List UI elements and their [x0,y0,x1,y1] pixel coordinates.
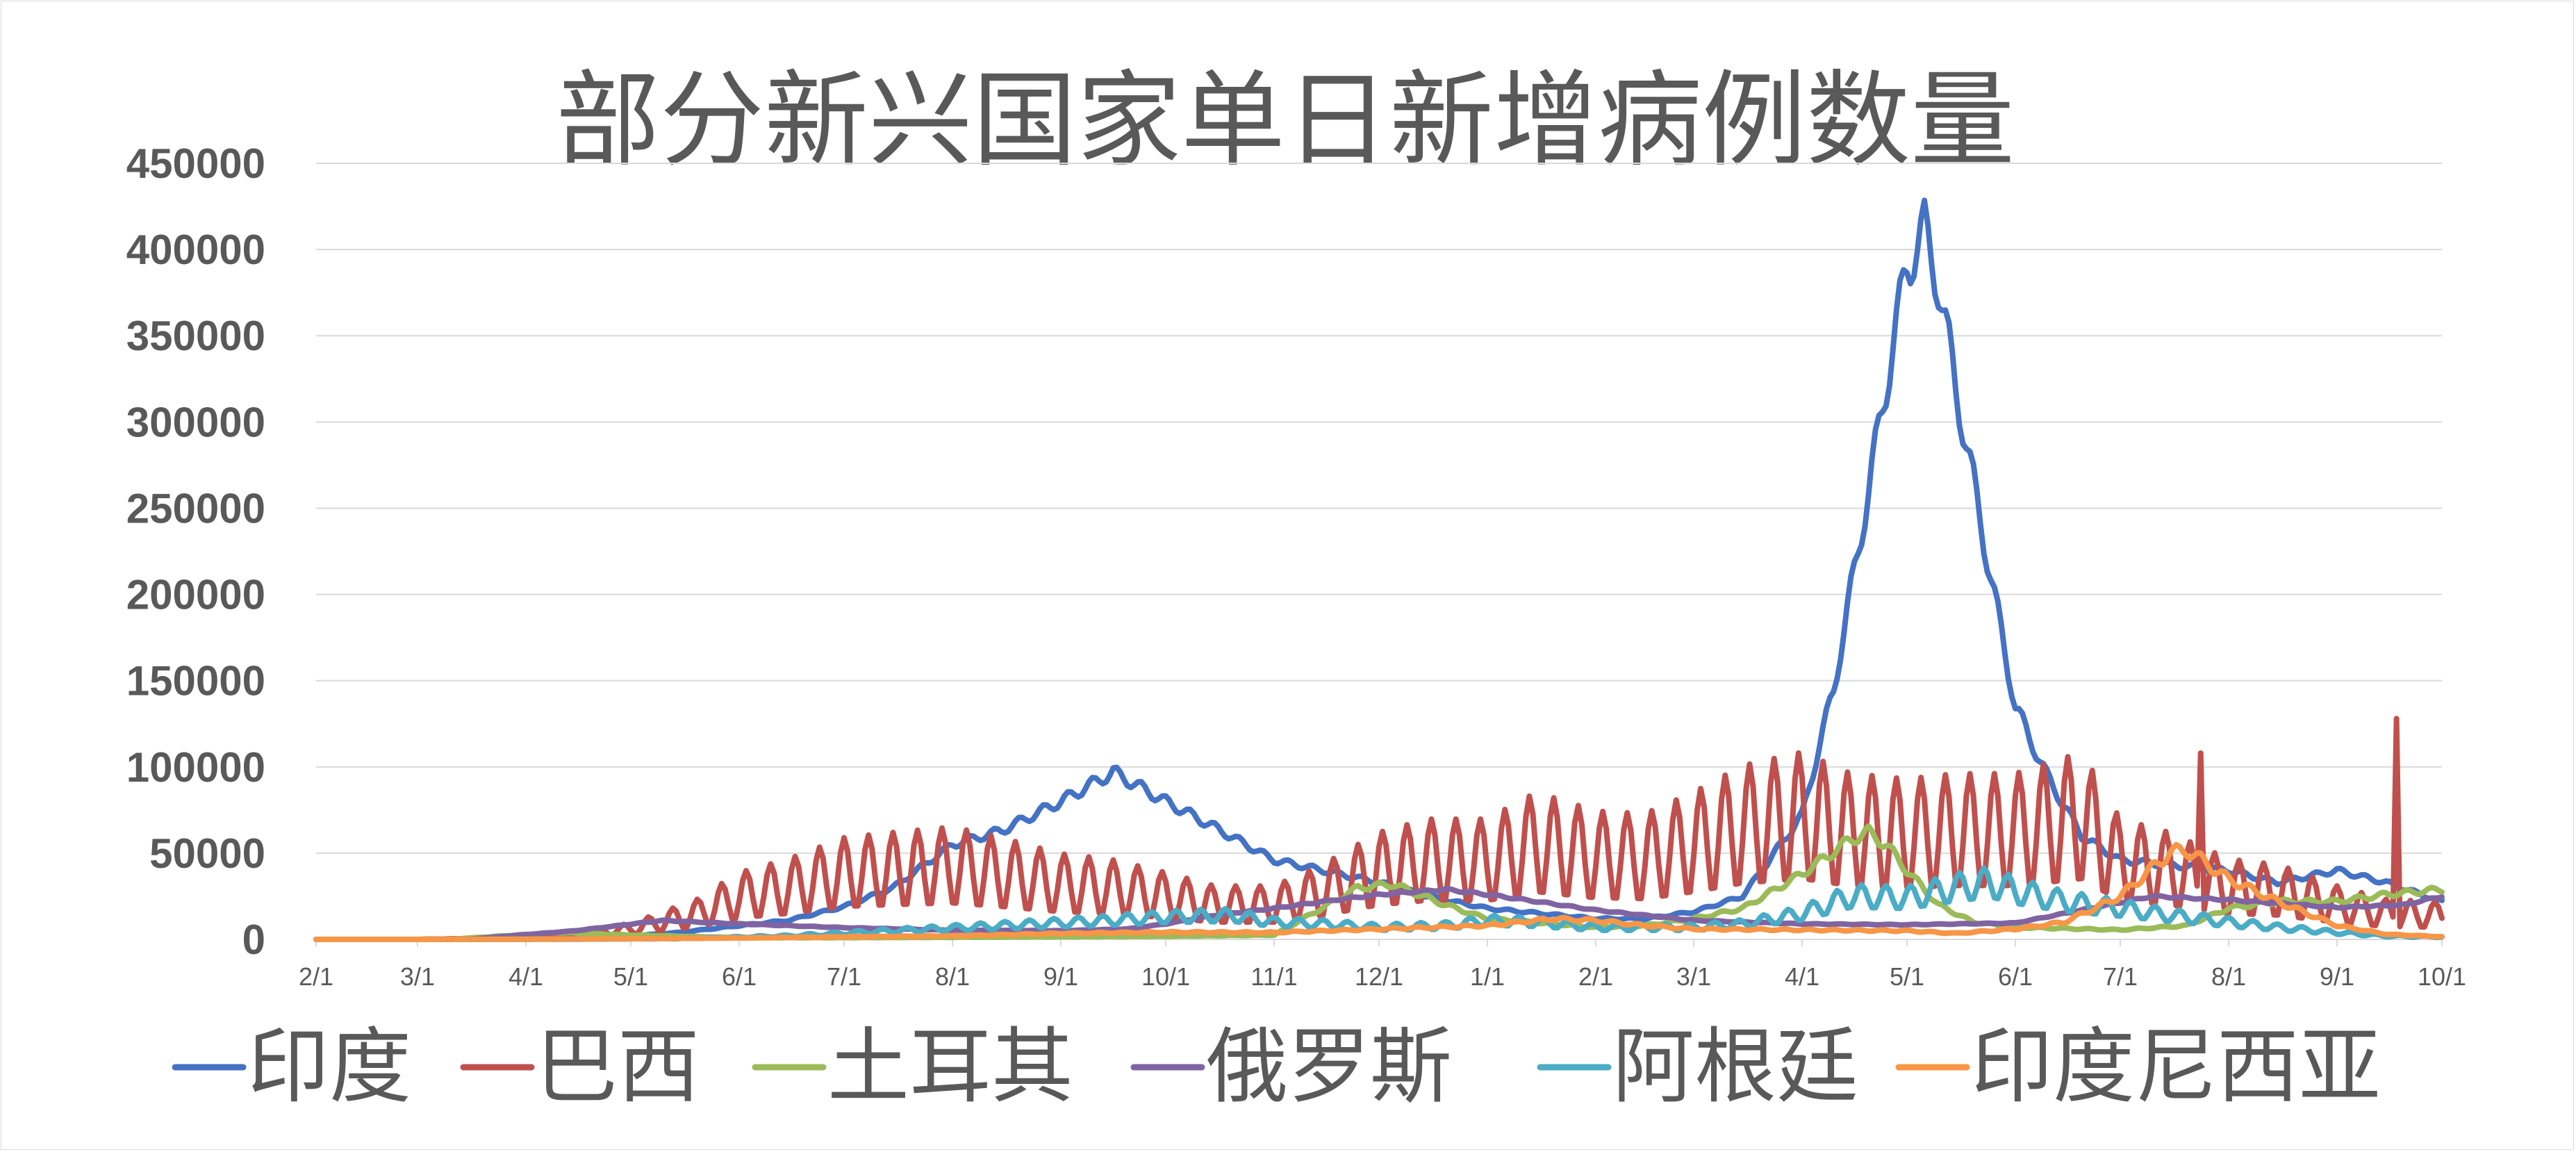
x-tick-label: 5/1 [613,962,648,991]
y-tick-label: 200000 [126,572,265,618]
x-tick-label: 7/1 [2103,962,2138,991]
y-axis-ticks: 0 50000 100000 150000 200000 250000 300000 3500… [126,140,265,963]
gridlines [316,163,2442,940]
x-tick-label: 12/1 [1355,962,1403,991]
x-tick-label: 1/1 [1470,962,1505,991]
x-tick-label: 4/1 [1785,962,1819,991]
legend-label: 土耳其 [827,1019,1073,1114]
series-line-2 [313,716,2445,942]
y-tick-label: 350000 [126,313,265,359]
series-lines [313,197,2445,942]
y-tick-label: 0 [242,916,265,963]
chart-title: 部分新兴国家单日新增病例数量 [556,60,2015,181]
x-tick-label: 2/1 [299,962,333,991]
legend-label: 巴西 [536,1019,700,1114]
y-tick-label: 150000 [126,658,265,705]
x-tick-label: 10/1 [1141,962,1190,991]
legend-label: 印度尼西亚 [1971,1019,2381,1114]
legend-label: 阿根廷 [1612,1019,1858,1114]
x-tick-label: 11/1 [1250,962,1297,991]
x-axis-ticks: 2/1 3/1 4/1 5/1 6/1 7/1 8/1 9/1 10/1 11/1 12/1 1/1 2… [299,939,2466,991]
x-tick-label: 10/1 [2418,962,2466,991]
x-tick-label: 6/1 [1998,962,2033,991]
x-tick-label: 8/1 [2211,962,2246,991]
legend: 印度 巴西 土耳其 俄罗斯 阿根廷 印度尼西亚 [172,1019,2381,1114]
y-tick-label: 400000 [126,227,265,273]
y-tick-label: 50000 [149,830,265,877]
y-tick-label: 450000 [126,140,265,187]
y-tick-label: 100000 [126,744,265,791]
x-tick-label: 8/1 [935,962,970,991]
y-tick-label: 300000 [126,399,265,445]
legend-label: 俄罗斯 [1206,1019,1452,1114]
x-tick-label: 3/1 [400,962,435,991]
x-tick-label: 2/1 [1578,962,1613,991]
x-tick-label: 7/1 [827,962,861,991]
x-tick-label: 5/1 [1890,962,1924,991]
x-tick-label: 9/1 [2320,962,2354,991]
series-line-6 [313,841,2445,942]
x-tick-label: 3/1 [1676,962,1711,991]
x-tick-label: 4/1 [509,962,543,991]
y-tick-label: 250000 [126,485,265,532]
x-tick-label: 6/1 [722,962,757,991]
series-line-1 [313,197,2445,942]
legend-label: 印度 [247,1019,411,1114]
x-tick-label: 9/1 [1043,962,1078,991]
